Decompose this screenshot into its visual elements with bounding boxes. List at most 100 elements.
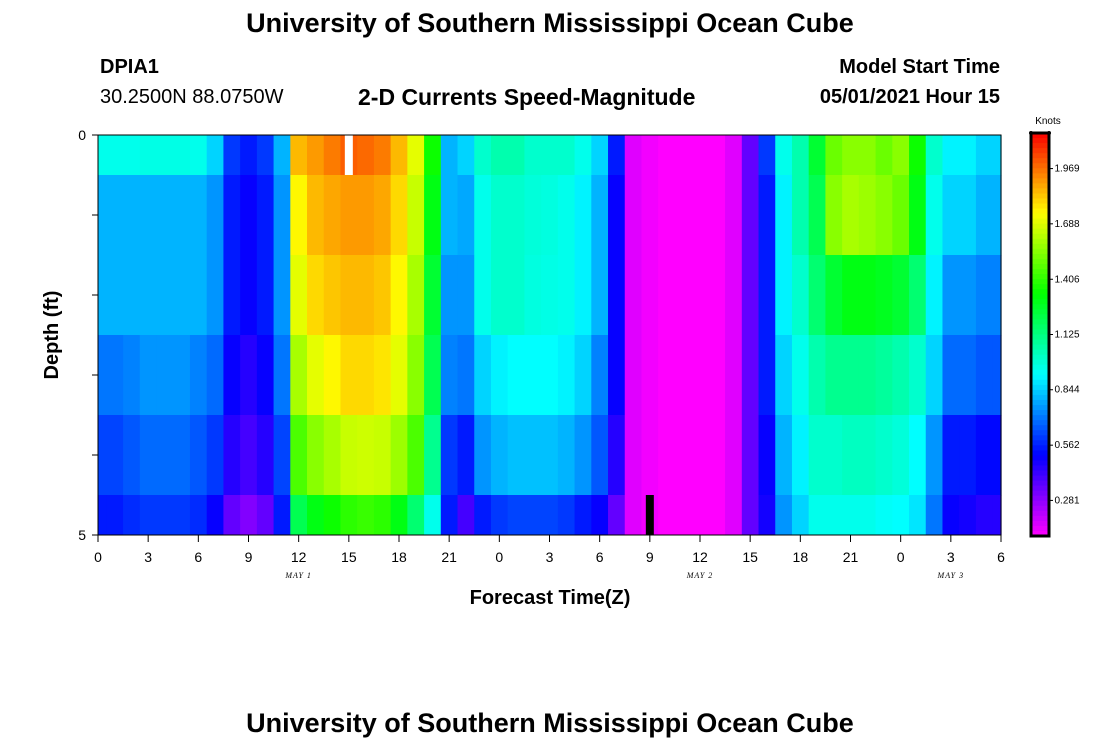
y-tick-label: 5 <box>78 527 86 543</box>
colorbar-segment <box>1031 233 1049 240</box>
colorbar-segment <box>1031 525 1049 532</box>
colorbar-segment <box>1031 369 1049 376</box>
heatmap-cell <box>307 135 325 176</box>
model-start-value: 05/01/2021 Hour 15 <box>819 86 1000 108</box>
heatmap-cell <box>407 255 425 336</box>
heatmap-cell <box>975 415 994 496</box>
heatmap-cell <box>156 255 174 336</box>
colorbar-segment <box>1031 329 1049 336</box>
heatmap-cell <box>775 415 793 496</box>
heatmap-cell <box>323 415 342 496</box>
heatmap-cell <box>641 335 659 416</box>
heatmap-cell <box>256 495 275 536</box>
heatmap-cell <box>758 415 776 496</box>
heatmap-cell <box>139 495 158 536</box>
colorbar-segment <box>1031 203 1049 210</box>
heatmap-cell <box>975 255 994 336</box>
heatmap-cell <box>189 415 208 496</box>
heatmap-cell <box>825 175 843 256</box>
colorbar-segment <box>1031 228 1049 235</box>
heatmap-cell <box>825 335 843 416</box>
heatmap-cell <box>608 335 626 416</box>
heatmap-cell <box>156 175 174 256</box>
colorbar-segment <box>1031 294 1049 300</box>
colorbar-segment <box>1031 515 1049 522</box>
heatmap-cell <box>256 255 275 336</box>
heatmap-cell <box>674 335 693 416</box>
heatmap-cell <box>641 415 659 496</box>
heatmap-cell <box>541 415 559 496</box>
colorbar-segment <box>1031 425 1049 431</box>
colorbar-segment <box>1031 148 1049 154</box>
heatmap-cell <box>942 135 960 176</box>
heatmap-cell <box>340 495 358 536</box>
colorbar-segment <box>1031 420 1049 426</box>
heatmap-cell <box>323 495 342 536</box>
heatmap-cell <box>909 415 927 496</box>
heatmap-cell <box>791 175 810 256</box>
heatmap-cell <box>591 255 609 336</box>
heatmap-cell <box>424 255 442 336</box>
heatmap-cell <box>858 255 877 336</box>
heatmap-cell <box>490 415 509 496</box>
heatmap-cell <box>307 255 325 336</box>
colorbar-segment <box>1031 153 1049 159</box>
colorbar-segment <box>1031 133 1049 139</box>
x-axis: 0 3 6 9 12 15 18 21 0 3 6 9 12 15 18 21 0 3 6 MAY 1 MAY 2 MAY… <box>94 535 1005 580</box>
heatmap-cell <box>524 495 542 536</box>
heatmap-cell <box>574 495 592 536</box>
heatmap-cell <box>775 135 793 176</box>
heatmap-cell <box>223 135 241 176</box>
heatmap-cell <box>507 255 526 336</box>
colorbar-segment <box>1031 284 1049 290</box>
colorbar-segment <box>1031 198 1049 205</box>
page-title: University of Southern Mississippi Ocean… <box>246 8 854 38</box>
heatmap-cell <box>708 175 726 256</box>
heatmap-cell <box>139 175 158 256</box>
x-tick-label: 15 <box>341 549 357 565</box>
heatmap-cell <box>273 335 291 416</box>
heatmap-cell <box>875 495 893 536</box>
y-axis: 05 <box>78 127 98 543</box>
heatmap-cell <box>992 415 1002 496</box>
x-tick-label: 6 <box>596 549 604 565</box>
x-tick-label: 18 <box>793 549 809 565</box>
heatmap-cell <box>407 495 425 536</box>
heatmap-cell <box>440 335 459 416</box>
heatmap-cell <box>173 495 191 536</box>
heatmap-cell <box>992 495 1002 536</box>
heatmap-cell <box>273 255 291 336</box>
heatmap-cell <box>608 135 626 176</box>
heatmap-cell <box>424 135 442 176</box>
heatmap-cell <box>959 135 977 176</box>
heatmap-cell <box>340 415 358 496</box>
heatmap-cell <box>240 415 258 496</box>
heatmap-cell <box>357 415 375 496</box>
heatmap-cell <box>574 135 592 176</box>
heatmap-cell <box>557 255 576 336</box>
colorbar-segment <box>1031 218 1049 225</box>
colorbar-corner-dot <box>1047 131 1051 135</box>
chart-subtitle: 2-D Currents Speed-Magnitude <box>358 84 696 110</box>
heatmap-cell <box>842 415 860 496</box>
heatmap-cell <box>323 335 342 416</box>
heatmap-cell <box>173 415 191 496</box>
colorbar-segment <box>1031 158 1049 164</box>
heatmap-cell <box>390 135 408 176</box>
heatmap-cell <box>424 415 442 496</box>
heatmap-cell <box>173 255 191 336</box>
date-label: MAY 1 <box>284 571 312 580</box>
heatmap-cell <box>975 335 994 416</box>
heatmap-cell <box>975 175 994 256</box>
heatmap-cell <box>825 135 843 176</box>
colorbar-segment <box>1031 258 1049 265</box>
colorbar-segment <box>1031 530 1049 537</box>
colorbar-segment <box>1031 430 1049 436</box>
heatmap-cell <box>106 135 124 176</box>
heatmap-cell <box>340 175 358 256</box>
heatmap-cell <box>942 495 960 536</box>
heatmap-cell <box>892 415 910 496</box>
heatmap-cell <box>925 495 944 536</box>
heatmap-cell <box>156 335 174 416</box>
heatmap-cell <box>708 335 726 416</box>
